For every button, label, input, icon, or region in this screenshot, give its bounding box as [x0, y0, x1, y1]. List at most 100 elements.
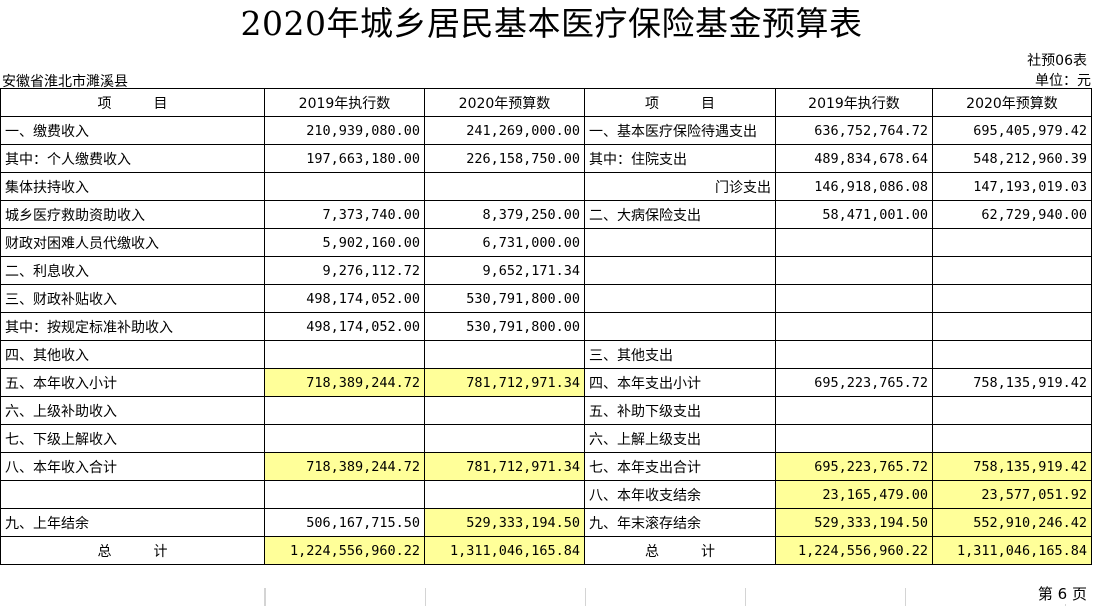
right-2019-value: [775, 256, 933, 285]
right-2019-value: 695,223,765.72: [775, 368, 933, 397]
right-item-cell: 四、本年支出小计: [584, 368, 776, 397]
right-2019-value: [775, 424, 933, 453]
page-number: 第 6 页: [1031, 583, 1093, 604]
table-row: 九、上年结余 506,167,715.50 529,333,194.50 九、年末滚存…: [0, 508, 1092, 537]
left-2019-value: [264, 480, 425, 509]
left-item-cell: 一、缴费收入: [0, 116, 265, 145]
left-item-cell: 三、财政补贴收入: [0, 284, 265, 313]
left-2020-value: 6,731,000.00: [424, 228, 585, 257]
right-item-cell: 门诊支出: [584, 172, 776, 201]
right-2020-value: 758,135,919.42: [932, 368, 1092, 397]
left-2019-value: 5,902,160.00: [264, 228, 425, 257]
right-2019-value: [775, 340, 933, 369]
left-2019-value: 718,389,244.72: [264, 452, 425, 481]
right-2019-value: 58,471,001.00: [775, 200, 933, 229]
left-item-cell: 四、其他收入: [0, 340, 265, 369]
right-2019-value: 1,224,556,960.22: [775, 536, 933, 565]
right-2019-value: [775, 284, 933, 313]
left-item-cell: 九、上年结余: [0, 508, 265, 537]
right-2019-value: 146,918,086.08: [775, 172, 933, 201]
right-item-cell: 二、大病保险支出: [584, 200, 776, 229]
right-2019-value: [775, 228, 933, 257]
right-2020-value: 62,729,940.00: [932, 200, 1092, 229]
left-2019-value: [264, 396, 425, 425]
right-item-cell: 其中：住院支出: [584, 144, 776, 173]
form-number: 社预06表: [1027, 53, 1087, 69]
table-row: 其中：个人缴费收入 197,663,180.00 226,158,750.00 其中：…: [0, 144, 1092, 173]
right-2019-value: 489,834,678.64: [775, 144, 933, 173]
right-2020-value: 695,405,979.42: [932, 116, 1092, 145]
left-2020-value: 530,791,800.00: [424, 312, 585, 341]
right-2020-value: 23,577,051.92: [932, 480, 1092, 509]
table-row: 总 计 1,224,556,960.22 1,311,046,165.84 总 计 1,…: [0, 536, 1092, 565]
left-item-cell: 财政对困难人员代缴收入: [0, 228, 265, 257]
right-2020-value: [932, 312, 1092, 341]
left-item-cell: 七、下级上解收入: [0, 424, 265, 453]
table-row: 其中：按规定标准补助收入 498,174,052.00 530,791,800.00: [0, 312, 1092, 341]
left-item-cell: [0, 480, 265, 509]
right-2020-value: 1,311,046,165.84: [932, 536, 1092, 565]
right-item-cell: 九、年末滚存结余: [584, 508, 776, 537]
table-row: 二、利息收入 9,276,112.72 9,652,171.34: [0, 256, 1092, 285]
right-item-cell: 一、基本医疗保险待遇支出: [584, 116, 776, 145]
right-item-cell: 七、本年支出合计: [584, 452, 776, 481]
left-2019-value: 506,167,715.50: [264, 508, 425, 537]
right-item-cell: [584, 284, 776, 313]
header-2020-left: 2020年预算数: [424, 88, 585, 117]
right-2020-value: [932, 396, 1092, 425]
left-2020-value: 241,269,000.00: [424, 116, 585, 145]
right-2019-value: [775, 312, 933, 341]
table-row: 六、上级补助收入 五、补助下级支出: [0, 396, 1092, 425]
left-2019-value: 197,663,180.00: [264, 144, 425, 173]
right-2020-value: [932, 228, 1092, 257]
right-2020-value: 758,135,919.42: [932, 452, 1092, 481]
table-header-row: 项 目 2019年执行数 2020年预算数 项 目 2019年执行数 2020年…: [0, 88, 1092, 117]
page-title: 2020年城乡居民基本医疗保险基金预算表: [240, 4, 863, 43]
right-2019-value: 695,223,765.72: [775, 452, 933, 481]
right-2020-value: 548,212,960.39: [932, 144, 1092, 173]
left-item-cell: 集体扶持收入: [0, 172, 265, 201]
left-2019-value: [264, 424, 425, 453]
right-2020-value: [932, 256, 1092, 285]
left-2020-value: 781,712,971.34: [424, 368, 585, 397]
table-row: 集体扶持收入 门诊支出 146,918,086.08 147,193,019.03: [0, 172, 1092, 201]
left-2019-value: 7,373,740.00: [264, 200, 425, 229]
right-2019-value: 636,752,764.72: [775, 116, 933, 145]
right-item-cell: 总 计: [584, 536, 776, 565]
table-row: 五、本年收入小计 718,389,244.72 781,712,971.34 四、本年…: [0, 368, 1092, 397]
header-item-right: 项 目: [584, 88, 776, 117]
budget-table: 项 目 2019年执行数 2020年预算数 项 目 2019年执行数 2020年…: [0, 88, 1092, 565]
right-item-cell: 三、其他支出: [584, 340, 776, 369]
left-2019-value: 1,224,556,960.22: [264, 536, 425, 565]
left-2019-value: 718,389,244.72: [264, 368, 425, 397]
left-item-cell: 总 计: [0, 536, 265, 565]
left-2020-value: [424, 424, 585, 453]
left-item-cell: 城乡医疗救助资助收入: [0, 200, 265, 229]
header-item-left: 项 目: [0, 88, 265, 117]
table-row: 七、下级上解收入 六、上解上级支出: [0, 424, 1092, 453]
left-2019-value: [264, 340, 425, 369]
right-item-cell: [584, 312, 776, 341]
region-label: 安徽省淮北市濉溪县: [2, 74, 128, 90]
right-2019-value: 23,165,479.00: [775, 480, 933, 509]
table-row: 四、其他收入 三、其他支出: [0, 340, 1092, 369]
left-2019-value: 498,174,052.00: [264, 284, 425, 313]
right-item-cell: 八、本年收支结余: [584, 480, 776, 509]
left-2020-value: [424, 480, 585, 509]
left-item-cell: 六、上级补助收入: [0, 396, 265, 425]
left-item-cell: 其中：个人缴费收入: [0, 144, 265, 173]
right-item-cell: [584, 256, 776, 285]
table-row: 一、缴费收入 210,939,080.00 241,269,000.00 一、基本医疗…: [0, 116, 1092, 145]
table-row: 三、财政补贴收入 498,174,052.00 530,791,800.00: [0, 284, 1092, 313]
header-2020-right: 2020年预算数: [932, 88, 1092, 117]
left-2020-value: 1,311,046,165.84: [424, 536, 585, 565]
sheet-gridlines: [264, 588, 1092, 606]
right-2020-value: 552,910,246.42: [932, 508, 1092, 537]
left-2020-value: 781,712,971.34: [424, 452, 585, 481]
table-row: 财政对困难人员代缴收入 5,902,160.00 6,731,000.00: [0, 228, 1092, 257]
right-2020-value: 147,193,019.03: [932, 172, 1092, 201]
table-row: 八、本年收入合计 718,389,244.72 781,712,971.34 七、本年…: [0, 452, 1092, 481]
left-item-cell: 二、利息收入: [0, 256, 265, 285]
right-2020-value: [932, 284, 1092, 313]
right-2020-value: [932, 424, 1092, 453]
